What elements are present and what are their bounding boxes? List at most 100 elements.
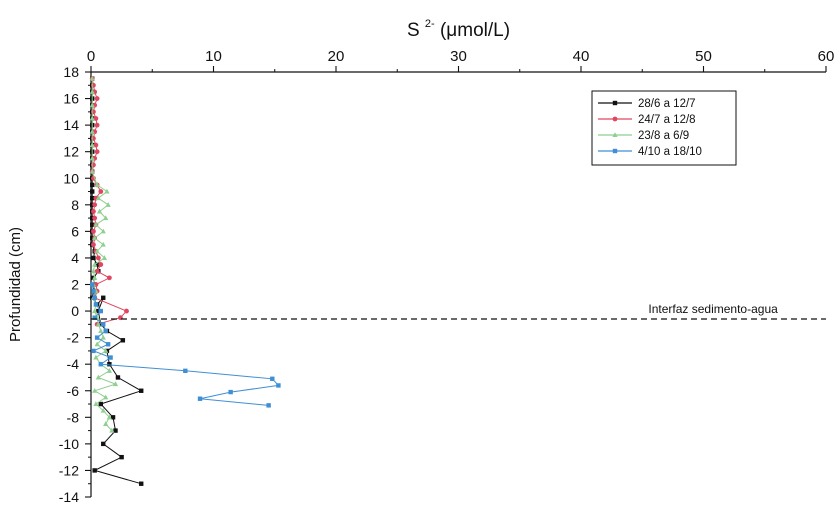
y-tick-label: -14 <box>59 489 79 505</box>
data-point <box>90 222 95 227</box>
data-point <box>89 128 95 134</box>
data-point <box>109 427 115 433</box>
data-point <box>100 407 106 413</box>
data-point <box>100 241 106 247</box>
data-point <box>183 368 188 374</box>
data-point <box>94 96 100 101</box>
data-point <box>105 342 111 347</box>
data-point <box>92 315 97 320</box>
legend-label: 28/6 a 12/7 <box>638 98 696 110</box>
data-point <box>90 195 95 201</box>
data-point <box>113 428 118 433</box>
y-tick-label: 10 <box>63 170 79 186</box>
data-point <box>92 295 97 300</box>
data-point <box>612 148 618 154</box>
data-point <box>612 132 618 137</box>
data-point <box>90 235 95 241</box>
x-tick-label: 30 <box>450 48 467 65</box>
y-tick-label: 2 <box>71 277 79 293</box>
y-tick-label: 18 <box>63 64 79 80</box>
data-point <box>108 355 113 360</box>
data-point <box>197 396 203 401</box>
data-point <box>90 282 95 287</box>
y-tick-label: 4 <box>71 250 79 266</box>
data-point <box>104 188 110 194</box>
data-point <box>90 189 95 194</box>
legend: 28/6 a 12/7 24/7 a 12/8 23/8 a 6/9 4/10 a 1… <box>591 90 737 166</box>
data-point <box>90 182 95 188</box>
data-point <box>93 302 99 307</box>
data-point <box>101 322 106 327</box>
data-point <box>92 202 98 208</box>
x-axis-title-main: S <box>407 20 420 41</box>
data-point <box>95 195 101 201</box>
x-axis-title: S 2- (μmol/L) <box>407 11 510 41</box>
data-point <box>89 75 95 81</box>
data-point <box>106 275 112 281</box>
data-point <box>103 215 109 221</box>
data-point <box>92 215 98 221</box>
data-point <box>103 394 109 400</box>
data-point <box>103 421 109 426</box>
y-tick-label: -4 <box>67 356 80 372</box>
legend-label: 23/8 a 6/9 <box>638 130 689 142</box>
data-point <box>89 168 95 174</box>
data-point <box>612 116 618 122</box>
data-point <box>101 441 106 447</box>
data-point <box>93 354 99 360</box>
y-tick-label: 0 <box>71 303 79 319</box>
data-point <box>139 481 144 486</box>
data-point <box>92 387 98 393</box>
y-tick-label: -6 <box>67 383 80 399</box>
data-point <box>112 381 119 387</box>
data-point <box>228 389 233 395</box>
series-line <box>91 78 118 431</box>
y-tick-label: -10 <box>59 436 79 452</box>
y-tick-label: 14 <box>63 117 79 133</box>
data-point <box>94 182 100 187</box>
data-point <box>103 348 109 353</box>
data-point <box>119 454 124 460</box>
data-point <box>124 308 129 314</box>
data-point <box>91 348 96 354</box>
y-tick-label: -12 <box>59 462 79 478</box>
series-line <box>91 78 143 485</box>
legend-label: 24/7 a 12/8 <box>638 114 696 126</box>
data-point <box>95 374 101 380</box>
data-point <box>94 149 100 155</box>
data-point <box>90 215 95 221</box>
series-line <box>91 284 280 406</box>
data-point <box>98 189 104 194</box>
y-tick-label: -8 <box>67 409 80 425</box>
data-point <box>120 338 126 343</box>
data-point <box>96 308 101 314</box>
y-axis-title: Profundidad (cm) <box>7 227 24 342</box>
data-point <box>107 361 112 367</box>
data-point <box>89 155 95 161</box>
interface-label: Interfaz sedimento-agua <box>648 302 778 316</box>
data-point <box>98 308 103 314</box>
data-point <box>90 202 95 208</box>
data-point <box>612 100 618 106</box>
data-point <box>101 295 106 300</box>
data-point <box>89 89 95 94</box>
data-point <box>92 308 98 314</box>
data-point <box>91 228 96 234</box>
data-point <box>105 202 111 207</box>
data-point <box>92 468 97 473</box>
x-axis-title-unit: (μmol/L) <box>440 20 510 41</box>
data-point <box>91 242 96 248</box>
series-3 <box>89 75 119 433</box>
y-tick-label: -2 <box>67 330 80 346</box>
data-point <box>93 142 99 148</box>
data-point <box>92 261 98 267</box>
data-point <box>98 361 103 367</box>
data-point <box>94 248 100 254</box>
data-point <box>270 376 275 381</box>
data-point <box>106 414 112 420</box>
data-point <box>93 221 99 227</box>
y-tick-label: 6 <box>71 223 79 239</box>
data-point <box>139 388 144 393</box>
data-point <box>94 262 100 267</box>
